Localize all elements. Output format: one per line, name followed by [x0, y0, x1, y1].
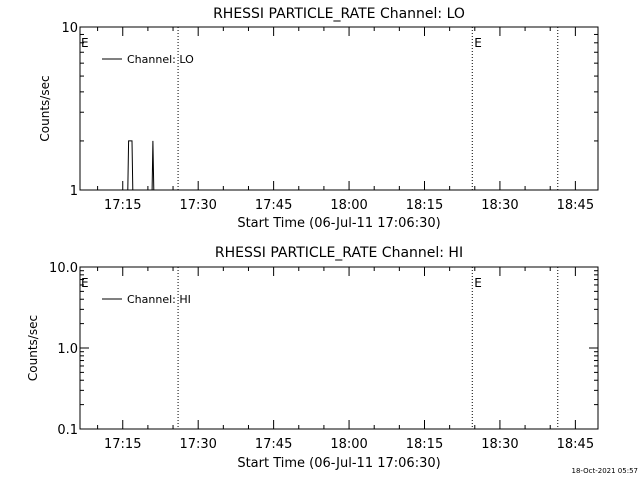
x-tick-label: 18:15 — [406, 437, 443, 452]
x-tick-label: 17:45 — [255, 437, 292, 452]
chart-panel-0: RHESSI PARTICLE_RATE Channel: LO Start Ti… — [38, 6, 599, 231]
x-tick-label: 17:15 — [104, 437, 141, 452]
y-tick-label: 0.1 — [57, 423, 78, 438]
x-tick-label: 17:15 — [104, 198, 141, 213]
edge-marker-label: E — [81, 36, 89, 50]
x-tick-label: 18:45 — [557, 198, 594, 213]
y-axis-label: Counts/sec — [38, 75, 52, 141]
x-tick-label: 18:00 — [330, 198, 367, 213]
plot-frame — [79, 26, 599, 191]
vertical-marker-label: E — [474, 276, 482, 290]
x-tick-label: 18:30 — [481, 437, 518, 452]
x-tick-label: 17:45 — [255, 198, 292, 213]
x-tick-label: 18:30 — [481, 198, 518, 213]
x-axis-label: Start Time (06-Jul-11 17:06:30) — [237, 216, 440, 231]
edge-marker-label: E — [81, 276, 89, 290]
vertical-marker-label: E — [474, 36, 482, 50]
plot-frame — [79, 266, 599, 430]
series-line — [127, 140, 155, 191]
x-tick-label: 17:30 — [179, 198, 216, 213]
x-tick-label: 18:45 — [557, 437, 594, 452]
x-tick-label: 18:00 — [330, 437, 367, 452]
x-axis-label: Start Time (06-Jul-11 17:06:30) — [237, 456, 440, 471]
y-tick-label: 10 — [61, 21, 78, 36]
y-tick-label: 1.0 — [57, 342, 78, 357]
y-tick-label: 10.0 — [49, 261, 78, 276]
x-tick-label: 18:15 — [406, 198, 443, 213]
legend-entry: Channel: HI — [127, 293, 191, 306]
chart-title: RHESSI PARTICLE_RATE Channel: LO — [213, 6, 465, 22]
y-tick-label: 1 — [70, 184, 78, 199]
y-axis-label: Counts/sec — [26, 315, 40, 381]
chart-title: RHESSI PARTICLE_RATE Channel: HI — [215, 245, 463, 261]
x-tick-label: 17:30 — [179, 437, 216, 452]
legend-entry: Channel: LO — [127, 53, 194, 66]
footer-timestamp: 18-Oct-2021 05:57 — [571, 467, 638, 475]
chart-panel-1: RHESSI PARTICLE_RATE Channel: HI Start Ti… — [26, 245, 599, 471]
